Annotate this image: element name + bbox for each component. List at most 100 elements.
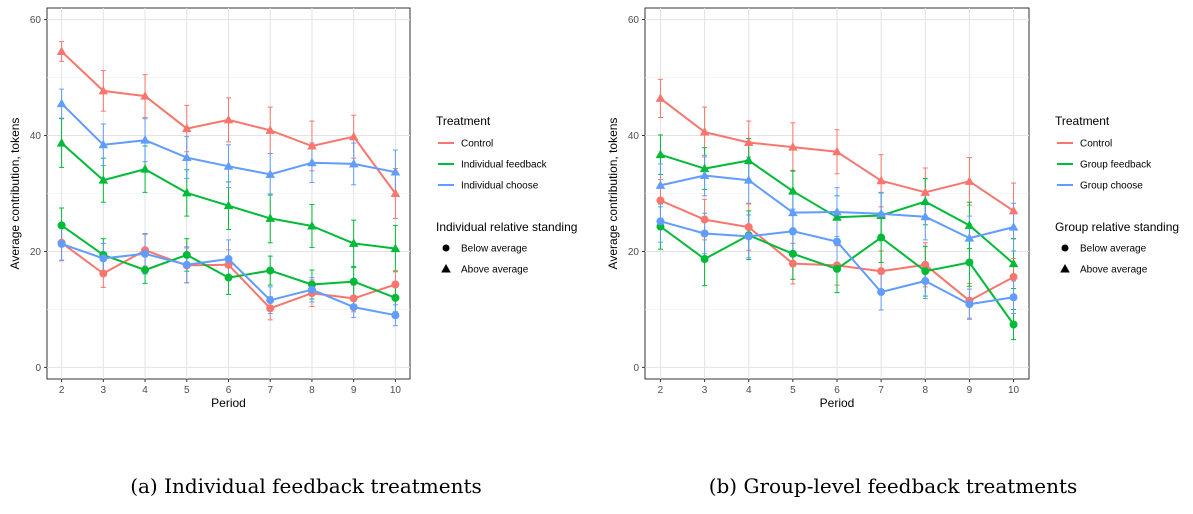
legend-key-triangle — [441, 264, 451, 273]
series-3 — [56, 98, 401, 178]
y-tick-label: 60 — [30, 15, 42, 26]
data-point-circle — [877, 267, 886, 276]
legend-label: Group feedback — [1080, 160, 1152, 171]
data-point-triangle — [832, 146, 842, 156]
data-point-circle — [788, 259, 797, 268]
data-point-triangle — [348, 131, 359, 141]
y-tick-label: 20 — [628, 247, 640, 258]
data-point-triangle — [98, 175, 109, 184]
data-point-triangle — [964, 220, 975, 229]
legend-label: Group choose — [1080, 181, 1143, 192]
data-point-triangle — [98, 139, 109, 149]
figure-caption: (b) Group-level feedback treatments — [709, 474, 1078, 498]
x-tick-label: 6 — [226, 385, 232, 396]
data-point-triangle — [307, 140, 317, 150]
legend-label: Individual feedback — [461, 160, 548, 171]
x-tick-label: 7 — [878, 385, 884, 396]
data-point-triangle — [98, 85, 109, 95]
legend-label: Individual choose — [461, 181, 539, 192]
data-point-triangle — [56, 138, 67, 147]
y-axis-title: Average contribution, tokens — [606, 118, 620, 270]
data-point-circle — [1009, 272, 1018, 281]
data-point-triangle — [832, 212, 842, 221]
data-point-triangle — [832, 207, 842, 216]
data-point-circle — [700, 215, 709, 224]
data-point-circle — [1009, 320, 1018, 329]
data-point-circle — [391, 311, 400, 320]
data-point-triangle — [265, 213, 275, 222]
x-tick-label: 5 — [184, 385, 190, 396]
data-point-triangle — [265, 169, 275, 178]
y-tick-label: 40 — [30, 131, 42, 142]
x-tick-label: 4 — [746, 385, 752, 396]
x-tick-label: 6 — [834, 385, 840, 396]
data-point-circle — [224, 255, 233, 264]
data-point-circle — [224, 273, 233, 282]
data-point-triangle — [223, 161, 234, 170]
figure-caption: (a) Individual feedback treatments — [130, 474, 482, 498]
x-tick-label: 9 — [967, 385, 973, 396]
data-point-triangle — [788, 207, 798, 217]
data-point-triangle — [876, 208, 886, 218]
data-point-circle — [266, 304, 275, 313]
data-point-triangle — [390, 243, 401, 253]
data-point-circle — [141, 266, 150, 275]
x-tick-label: 3 — [101, 385, 107, 396]
x-tick-label: 10 — [390, 385, 402, 396]
data-point-circle — [921, 260, 930, 269]
series-3 — [655, 170, 1019, 242]
data-point-circle — [656, 196, 665, 205]
data-point-triangle — [182, 123, 192, 133]
data-point-triangle — [182, 152, 192, 162]
data-point-circle — [877, 288, 886, 297]
x-tick-label: 8 — [309, 385, 315, 396]
data-point-triangle — [390, 167, 401, 176]
x-axis-title: Period — [211, 396, 246, 410]
data-point-circle — [57, 221, 66, 230]
data-point-circle — [877, 233, 886, 242]
x-tick-label: 2 — [59, 385, 65, 396]
x-axis-title: Period — [820, 396, 855, 410]
data-point-circle — [788, 249, 797, 258]
data-point-circle — [1009, 293, 1018, 302]
data-point-circle — [57, 239, 66, 248]
legend-title-standing: Individual relative standing — [436, 220, 577, 234]
data-point-triangle — [655, 149, 666, 159]
data-point-circle — [266, 296, 275, 305]
data-point-circle — [99, 269, 108, 278]
data-point-triangle — [788, 186, 798, 195]
series-6 — [57, 239, 400, 320]
data-point-circle — [266, 266, 275, 275]
y-tick-label: 0 — [633, 363, 639, 374]
data-point-circle — [349, 303, 358, 312]
data-point-triangle — [743, 137, 754, 146]
y-axis-title: Average contribution, tokens — [8, 118, 22, 270]
data-point-triangle — [655, 93, 666, 102]
x-tick-label: 2 — [658, 385, 664, 396]
data-point-circle — [700, 255, 709, 264]
data-point-circle — [833, 237, 841, 246]
legend-title-treatment: Treatment — [436, 114, 491, 128]
data-point-triangle — [307, 157, 317, 167]
legend-label: Control — [461, 139, 493, 150]
data-point-triangle — [920, 187, 931, 196]
data-point-triangle — [140, 91, 150, 100]
data-point-circle — [141, 249, 150, 258]
chart-panel-1: 0 20 40 60 2 3 4 5 6 7 8 9 10 Period Average contribut… — [8, 7, 577, 498]
data-point-triangle — [876, 175, 886, 185]
data-point-circle — [921, 267, 930, 276]
data-point-triangle — [348, 238, 359, 247]
series-6 — [656, 217, 1018, 309]
x-tick-label: 5 — [790, 385, 796, 396]
data-point-triangle — [964, 176, 975, 185]
legend: Treatment Control Individual feedback Indiv… — [436, 114, 577, 276]
series-1 — [56, 46, 401, 197]
legend: Treatment Control Group feedback Group choo… — [1055, 114, 1179, 276]
data-point-triangle — [182, 187, 192, 197]
data-point-circle — [182, 250, 191, 259]
data-point-triangle — [699, 170, 710, 180]
data-point-circle — [99, 254, 108, 263]
x-tick-label: 4 — [142, 385, 148, 396]
data-point-triangle — [920, 211, 931, 221]
